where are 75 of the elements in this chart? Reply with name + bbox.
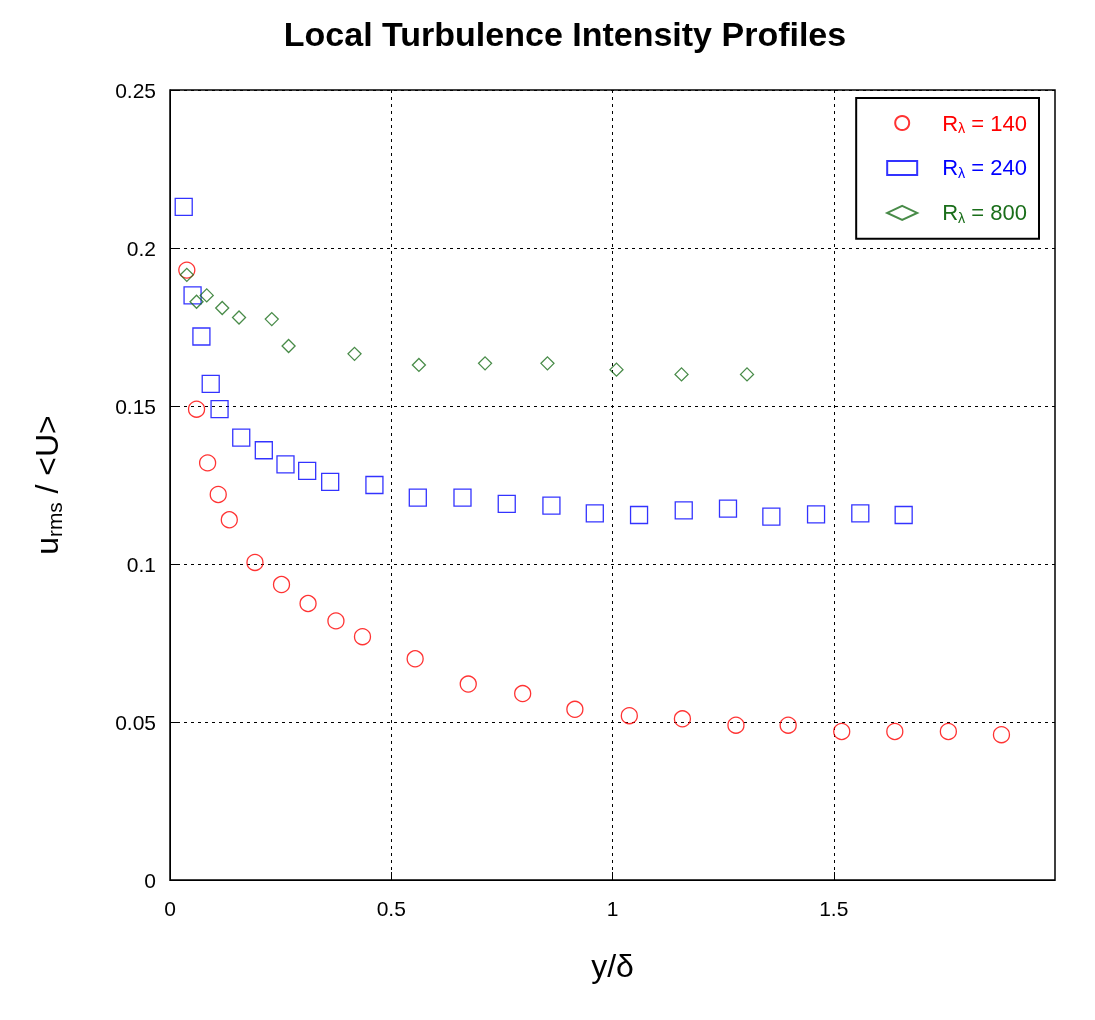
- legend-label: Rλ = 240: [942, 155, 1027, 181]
- point: [199, 288, 214, 303]
- point: [264, 311, 279, 327]
- point: [232, 428, 251, 447]
- point: [189, 294, 204, 309]
- point: [674, 367, 689, 382]
- point: [886, 722, 904, 741]
- y-tick-label: 0.2: [126, 236, 156, 260]
- point: [179, 267, 194, 283]
- point: [276, 455, 295, 474]
- point: [833, 722, 851, 741]
- point: [851, 504, 870, 523]
- point: [566, 700, 584, 719]
- y-tick-label: 0.05: [115, 710, 156, 734]
- point: [727, 716, 745, 734]
- point: [365, 475, 384, 495]
- y-tick-label: 0.15: [115, 394, 156, 418]
- point: [178, 261, 196, 279]
- point: [806, 505, 826, 524]
- point: [514, 684, 532, 703]
- x-tick-label: 1: [606, 897, 619, 920]
- point: [939, 722, 958, 741]
- x-tick-label: 1.5: [819, 897, 849, 920]
- point: [629, 505, 649, 525]
- point: [246, 553, 264, 572]
- point: [353, 628, 372, 646]
- point: [210, 400, 229, 419]
- point: [585, 504, 604, 523]
- chart-title: Local Turbulence Intensity Profiles: [283, 15, 847, 53]
- point: [183, 286, 202, 305]
- point: [411, 357, 427, 373]
- x-axis-title: y/δ: [591, 948, 634, 984]
- point: [231, 310, 247, 325]
- point: [406, 650, 424, 668]
- point: [408, 488, 427, 507]
- point: [542, 496, 561, 515]
- point: [739, 367, 755, 382]
- point: [254, 441, 273, 460]
- point: [272, 575, 291, 594]
- point: [298, 461, 317, 480]
- point: [187, 400, 206, 418]
- y-axis-title: urms / <U>: [29, 415, 66, 555]
- point: [215, 300, 230, 316]
- y-tick-label: 0.1: [126, 552, 156, 576]
- legend-label: Rλ = 800: [942, 200, 1027, 226]
- point: [609, 362, 624, 377]
- point: [220, 511, 238, 529]
- point: [674, 501, 693, 520]
- point: [453, 488, 472, 507]
- point: [321, 472, 340, 491]
- y-tick-label: 0.25: [115, 78, 156, 102]
- point: [477, 356, 493, 371]
- point: [281, 338, 296, 354]
- point: [718, 499, 738, 518]
- point: [540, 356, 555, 371]
- x-tick-label: 0: [164, 897, 176, 920]
- point: [209, 485, 227, 504]
- point: [327, 612, 345, 630]
- point: [174, 197, 193, 217]
- point: [762, 507, 781, 526]
- y-tick-label: 0: [144, 868, 156, 892]
- legend-label: Rλ = 140: [942, 110, 1027, 136]
- point: [459, 675, 477, 693]
- x-tick-label: 0.5: [376, 897, 406, 920]
- point: [894, 505, 913, 525]
- point: [992, 725, 1011, 744]
- point: [497, 494, 516, 514]
- point: [673, 710, 692, 728]
- point: [192, 327, 211, 346]
- point: [779, 716, 797, 734]
- point: [299, 594, 317, 613]
- point: [201, 374, 220, 394]
- point: [347, 346, 362, 362]
- point: [198, 454, 217, 472]
- point: [620, 707, 638, 725]
